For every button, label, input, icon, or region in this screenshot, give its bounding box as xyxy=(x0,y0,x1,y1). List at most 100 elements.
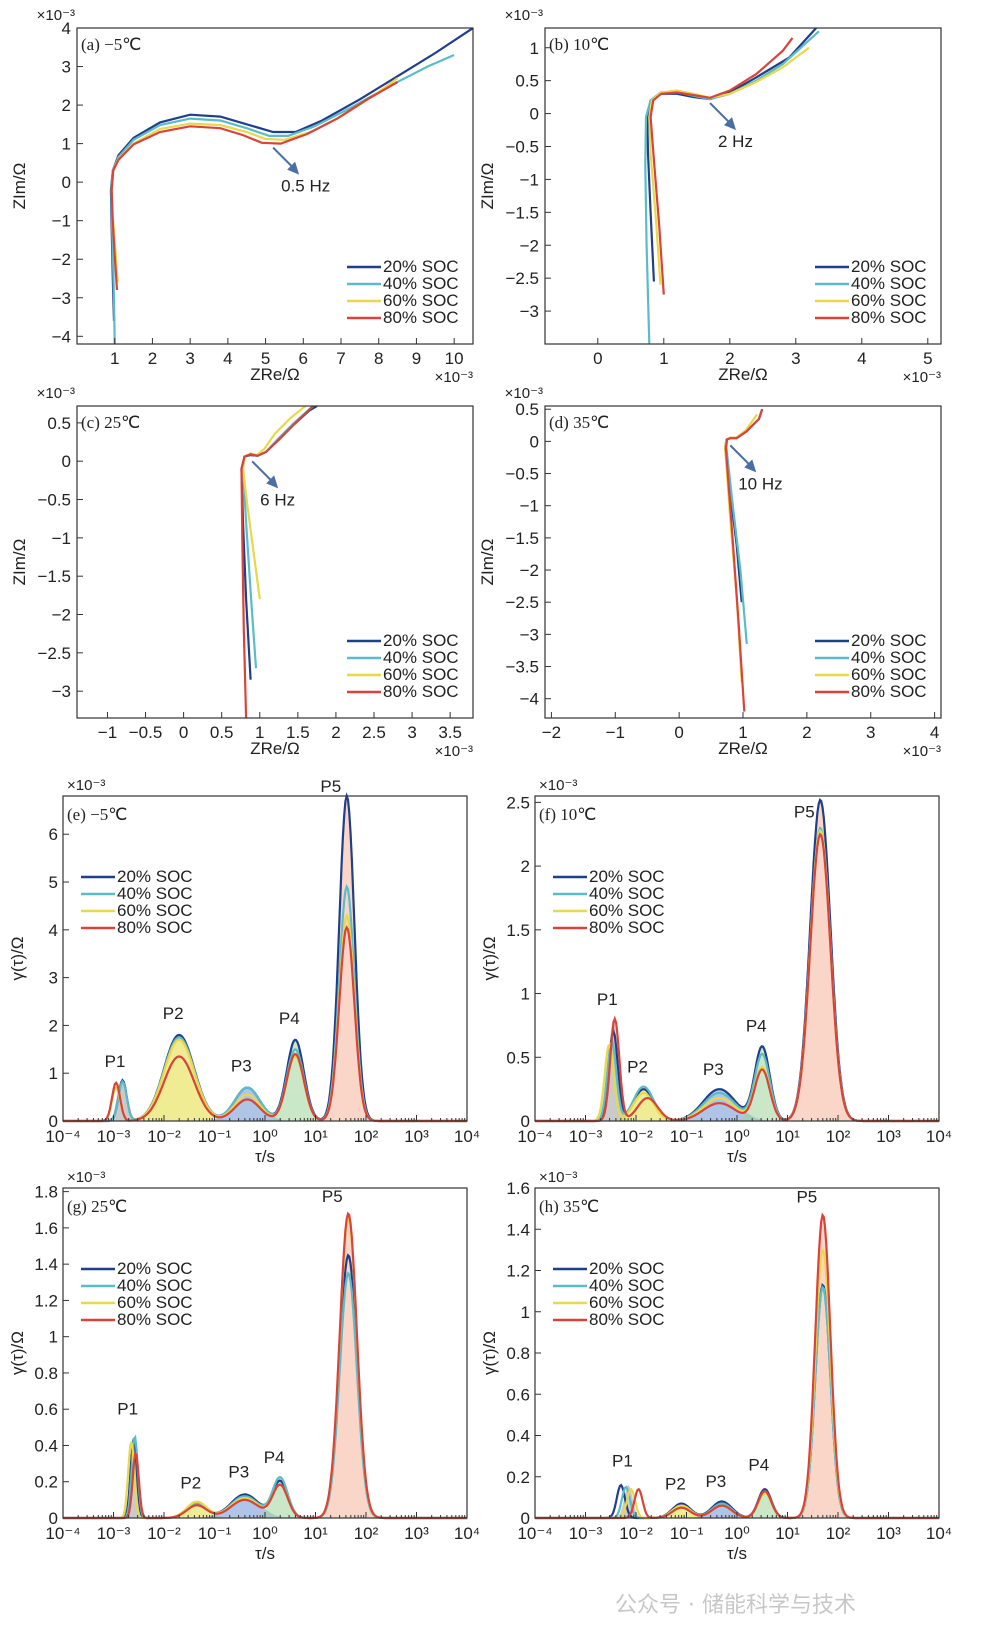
y-tick-label: 0 xyxy=(530,432,539,451)
y-tick-label: 2.5 xyxy=(506,793,530,812)
panel-c: −1 −0.5 0 0.5 1 1.5 2 2.5 3 3.5 −3 −2.5 −2 −1.5 −1 −0.5… xyxy=(10,385,474,760)
legend-entry: 60% SOC xyxy=(851,665,927,684)
x-tick-label: 10² xyxy=(354,1524,379,1543)
y-tick-label: 4 xyxy=(49,921,58,940)
y-tick-label: 5 xyxy=(49,873,58,892)
x-tick-label: 2 xyxy=(331,723,340,742)
y-tick-label: −4 xyxy=(52,327,71,346)
y-axis-label: ZIm/Ω xyxy=(478,163,497,210)
legend-entry: 40% SOC xyxy=(589,884,665,903)
x-tick-label: 10⁻⁴ xyxy=(45,1524,80,1543)
x-tick-label: 10¹ xyxy=(303,1524,328,1543)
panel-h: 10⁻⁴ 10⁻³ 10⁻² 10⁻¹ 10⁰ 10¹ 10² 10³ 10⁴ 0 0.2 0.4 0.… xyxy=(480,1169,952,1563)
y-tick-label: −3.5 xyxy=(505,658,539,677)
y-tick-label: −1 xyxy=(52,529,71,548)
legend-entry: 60% SOC xyxy=(589,1293,665,1312)
y-tick-label: −1.5 xyxy=(37,567,71,586)
peak-label-P5: P5 xyxy=(320,777,341,796)
y-tick-label: −3 xyxy=(520,625,539,644)
legend-entry: 20% SOC xyxy=(851,631,927,650)
x-tick-label: 3 xyxy=(185,349,194,368)
panel-title: (e) −5℃ xyxy=(67,805,127,824)
curves-group xyxy=(240,406,318,718)
legend-entry: 60% SOC xyxy=(117,901,193,920)
axes-frame xyxy=(62,1187,468,1519)
peak-fill-P5 xyxy=(535,800,939,1121)
x-tick-label: 10⁴ xyxy=(454,1524,480,1543)
peak-label-P4: P4 xyxy=(746,1017,767,1036)
legend-entry: 20% SOC xyxy=(851,257,927,276)
legend-entry: 80% SOC xyxy=(851,682,927,701)
x-tick-label: 1.5 xyxy=(286,723,310,742)
legend-entry: 60% SOC xyxy=(851,291,927,310)
series-line-60-SOC xyxy=(648,46,810,285)
x-tick-label: 4 xyxy=(223,349,232,368)
x-tick-label: 10⁰ xyxy=(724,1127,750,1146)
x-tick-label: 10⁻³ xyxy=(97,1127,131,1146)
legend-entry: 80% SOC xyxy=(117,918,193,937)
peak-fill-P5 xyxy=(63,796,467,1121)
y-tick-label: 0.4 xyxy=(506,1427,530,1446)
y-tick-label: 1.4 xyxy=(506,1220,530,1239)
y-tick-label: −1 xyxy=(52,212,71,231)
peak-label-P4: P4 xyxy=(748,1456,769,1475)
peak-label-P5: P5 xyxy=(796,1188,817,1207)
annotation-arrowhead xyxy=(266,475,279,489)
y-scale-label: ×10⁻³ xyxy=(67,1169,105,1186)
x-tick-label: 10¹ xyxy=(775,1524,800,1543)
y-tick-label: −4 xyxy=(520,690,539,709)
y-tick-label: 3 xyxy=(49,969,58,988)
y-scale-label: ×10⁻³ xyxy=(505,7,543,24)
series-line-20-SOC xyxy=(63,792,467,1123)
x-tick-label: 10⁻³ xyxy=(97,1524,131,1543)
y-tick-label: −2.5 xyxy=(505,269,539,288)
x-tick-label: −1 xyxy=(606,723,625,742)
x-tick-label: 10⁰ xyxy=(252,1524,278,1543)
peak-label-P1: P1 xyxy=(105,1052,126,1071)
y-tick-label: 1 xyxy=(49,1328,58,1347)
x-tick-label: 10⁰ xyxy=(252,1127,278,1146)
legend-entry: 20% SOC xyxy=(589,1259,665,1278)
axes-frame xyxy=(76,27,474,345)
x-tick-label: 1 xyxy=(110,349,119,368)
x-scale-label: ×10⁻³ xyxy=(903,743,941,760)
x-tick-label: −1 xyxy=(98,723,117,742)
x-tick-label: 10⁴ xyxy=(926,1127,952,1146)
peak-label-P1: P1 xyxy=(612,1452,633,1471)
series-line-40-SOC xyxy=(241,406,314,669)
curves-group xyxy=(723,408,764,712)
y-tick-label: 1 xyxy=(49,1064,58,1083)
y-tick-label: 0 xyxy=(521,1112,530,1131)
series-line-60-SOC xyxy=(110,77,399,283)
curves-group xyxy=(109,28,473,344)
x-tick-label: 6 xyxy=(299,349,308,368)
x-tick-label: 10³ xyxy=(876,1524,901,1543)
x-tick-label: 3 xyxy=(866,723,875,742)
x-axis-label: τ/s xyxy=(727,1544,747,1563)
x-axis-label: ZRe/Ω xyxy=(718,365,768,384)
y-tick-label: −2.5 xyxy=(505,593,539,612)
legend-entry: 80% SOC xyxy=(383,308,459,327)
peak-fill-P3 xyxy=(63,1087,467,1121)
axes-frame xyxy=(62,795,468,1122)
y-scale-label: ×10⁻³ xyxy=(539,777,577,794)
x-tick-label: 10⁴ xyxy=(454,1127,480,1146)
y-tick-label: −0.5 xyxy=(505,465,539,484)
y-tick-label: 1 xyxy=(530,39,539,58)
y-tick-label: 6 xyxy=(49,825,58,844)
x-tick-label: 10⁻² xyxy=(147,1127,181,1146)
frequency-annotation: 0.5 Hz xyxy=(281,177,330,196)
peak-label-P4: P4 xyxy=(279,1009,300,1028)
y-axis-label: γ(τ)/Ω xyxy=(8,937,27,981)
x-tick-label: 3.5 xyxy=(438,723,462,742)
y-tick-label: 1.4 xyxy=(34,1255,58,1274)
y-tick-label: 0.8 xyxy=(34,1364,58,1383)
panel-title: (a) −5℃ xyxy=(81,35,141,54)
legend-entry: 20% SOC xyxy=(383,631,459,650)
y-tick-label: 2 xyxy=(521,857,530,876)
panel-title: (d) 35℃ xyxy=(549,413,609,432)
axes-frame xyxy=(544,27,942,345)
series-line-20-SOC xyxy=(646,28,818,282)
y-tick-label: 0.6 xyxy=(506,1385,530,1404)
legend-entry: 80% SOC xyxy=(383,682,459,701)
